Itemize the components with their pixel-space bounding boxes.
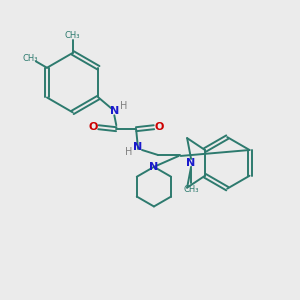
Text: CH₃: CH₃ <box>23 54 38 63</box>
Text: CH₃: CH₃ <box>183 185 199 194</box>
Text: CH₃: CH₃ <box>65 31 80 40</box>
Text: N: N <box>110 106 119 116</box>
Text: H: H <box>125 147 133 157</box>
Text: O: O <box>89 122 98 132</box>
Text: N: N <box>149 162 159 172</box>
Text: N: N <box>187 158 196 168</box>
Text: O: O <box>154 122 164 132</box>
Text: H: H <box>119 101 127 111</box>
Text: N: N <box>134 142 143 152</box>
